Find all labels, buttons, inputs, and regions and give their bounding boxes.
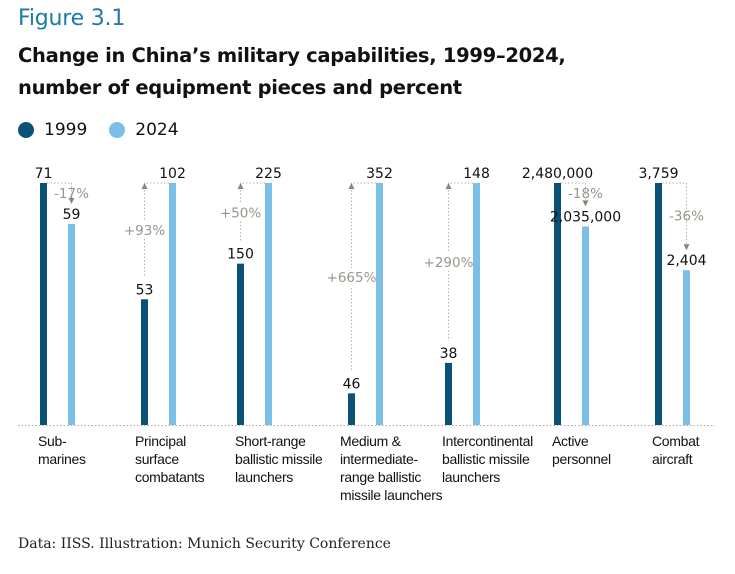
legend-label-2024: 2024 [135, 120, 179, 140]
value-label-2024: 225 [255, 166, 282, 182]
category-label: Medium & intermediate- range ballistic m… [340, 433, 443, 503]
value-label-1999: 150 [227, 247, 254, 263]
category-label: Short-range ballistic missile launchers [235, 433, 323, 485]
category-label: Sub- marines [38, 433, 86, 467]
category-label: Combat aircraft [652, 433, 700, 467]
bar-1999 [40, 183, 47, 425]
legend-item-2024: 2024 [109, 120, 179, 140]
value-label-1999: 38 [440, 346, 458, 362]
change-connector [561, 182, 586, 205]
value-label-1999: 53 [136, 282, 154, 298]
arrow-up-icon [348, 183, 355, 189]
category-label: Active personnel [552, 433, 611, 467]
bar-2024 [169, 183, 176, 425]
legend-swatch-1999 [18, 122, 34, 138]
arrow-down-icon [582, 200, 589, 207]
change-connector [47, 182, 72, 202]
bar-1999 [655, 183, 662, 425]
bar-1999 [141, 299, 148, 425]
bar-2024 [473, 183, 480, 425]
value-label-1999: 2,480,000 [522, 166, 593, 182]
arrow-down-icon [683, 244, 690, 251]
arrow-down-icon [68, 197, 75, 204]
bar-2024 [683, 270, 690, 425]
bar-2024 [376, 183, 383, 425]
category-label: Principal surface combatants [135, 433, 205, 485]
chart-title-line-1: Change in China’s military capabilities,… [18, 44, 566, 67]
value-label-1999: 71 [35, 166, 53, 182]
value-label-2024: 2,035,000 [550, 209, 621, 225]
change-label-bg [327, 268, 376, 287]
bar-2024 [265, 183, 272, 425]
bar-2024 [582, 226, 589, 425]
legend-swatch-2024 [109, 122, 126, 138]
arrow-up-icon [237, 183, 244, 189]
bar-1999 [237, 263, 244, 425]
value-label-1999: 46 [343, 376, 361, 392]
value-label-2024: 352 [366, 166, 393, 182]
change-label-bg [216, 203, 265, 222]
bar-1999 [348, 393, 355, 425]
source-note: Data: IISS. Illustration: Munich Securit… [18, 536, 391, 552]
value-label-2024: 148 [463, 166, 490, 182]
arrow-up-icon [445, 183, 452, 189]
legend-item-1999: 1999 [18, 120, 87, 140]
change-label-bg [424, 252, 473, 271]
bar-1999 [445, 362, 452, 425]
change-label: +290% [424, 255, 474, 271]
bar-2024 [68, 223, 75, 425]
change-label: -17% [54, 186, 89, 202]
category-label: Intercontinental ballistic missile launc… [442, 433, 533, 485]
figure-label: Figure 3.1 [18, 6, 126, 31]
chart-title-line-2: number of equipment pieces and percent [18, 76, 462, 99]
change-label: +93% [124, 223, 165, 239]
change-label: +50% [220, 205, 261, 221]
value-label-2024: 102 [159, 166, 186, 182]
change-label: -36% [669, 209, 704, 225]
bar-1999 [554, 183, 561, 425]
change-label: +665% [327, 270, 377, 286]
legend-label-1999: 1999 [44, 120, 88, 140]
arrow-up-icon [141, 183, 148, 189]
value-label-2024: 59 [63, 207, 81, 223]
legend: 1999 2024 [18, 120, 201, 140]
change-connector [662, 182, 687, 249]
value-label-1999: 3,759 [638, 166, 678, 182]
value-label-2024: 2,404 [666, 253, 706, 269]
change-label-bg [120, 221, 169, 240]
chart-title: Change in China’s military capabilities,… [18, 40, 566, 104]
change-label: -18% [568, 186, 603, 202]
